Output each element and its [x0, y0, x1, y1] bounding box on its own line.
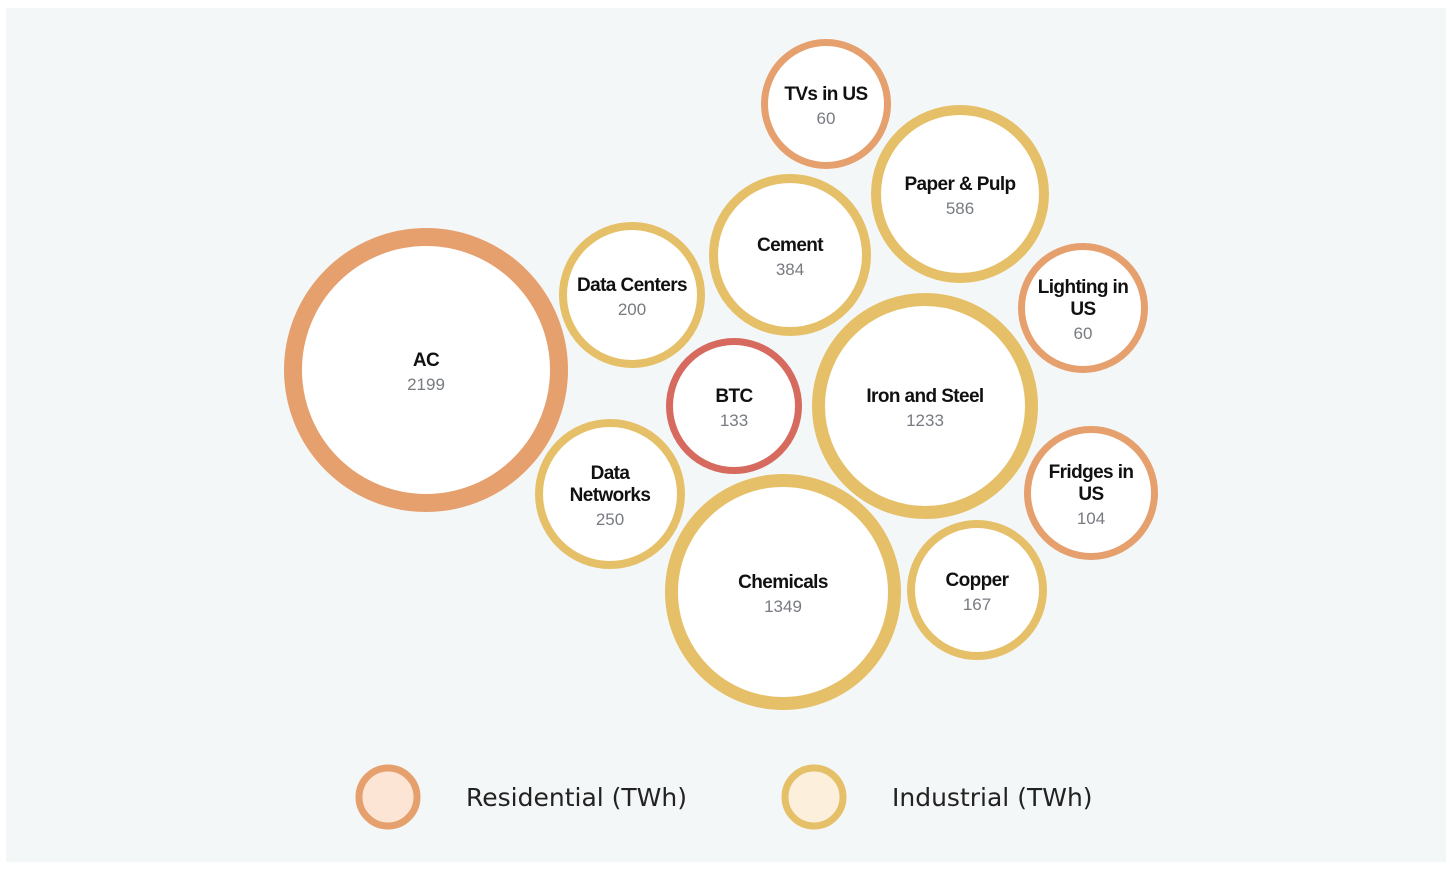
bubble-circle	[812, 293, 1038, 519]
legend-swatch	[781, 764, 847, 830]
bubble-circle	[871, 105, 1049, 283]
bubble-tvs-in-us: TVs in US 60	[761, 39, 891, 169]
bubble-circle	[535, 419, 685, 569]
bubble-label: Paper & Pulp	[904, 174, 1015, 195]
bubble-label: Fridges in	[1049, 462, 1134, 483]
legend-swatch	[355, 764, 421, 830]
bubble-copper: Copper 167	[907, 520, 1047, 660]
bubble-circle	[1018, 243, 1148, 373]
bubble-label: AC	[413, 350, 440, 371]
bubble-label: Networks	[570, 485, 651, 506]
legend-item-residential: Residential (TWh)	[355, 764, 687, 830]
bubble-label: TVs in US	[784, 84, 867, 105]
bubble-data-centers: Data Centers 200	[559, 222, 705, 368]
bubble-value: 2199	[407, 375, 445, 394]
bubble-circle	[907, 520, 1047, 660]
bubble-circle	[761, 39, 891, 169]
bubble-label: BTC	[715, 386, 753, 407]
bubble-circle	[559, 222, 705, 368]
bubble-iron-and-steel: Iron and Steel 1233	[812, 293, 1038, 519]
bubble-value: 200	[618, 300, 646, 319]
bubble-label: Lighting in	[1038, 277, 1128, 298]
bubble-label: Copper	[946, 570, 1010, 591]
bubble-circle	[665, 474, 901, 710]
bubble-paper-pulp: Paper & Pulp 586	[871, 105, 1049, 283]
bubble-circle	[1024, 426, 1158, 560]
bubble-value: 586	[946, 199, 974, 218]
bubble-value: 133	[720, 411, 748, 430]
bubble-label: Chemicals	[738, 572, 828, 593]
bubble-value: 60	[817, 109, 836, 128]
bubble-value: 384	[776, 260, 804, 279]
bubble-cement: Cement 384	[709, 174, 871, 336]
bubble-value: 1349	[764, 597, 802, 616]
bubble-circle	[666, 338, 802, 474]
bubble-label: US	[1078, 484, 1103, 505]
bubble-btc: BTC 133	[666, 338, 802, 474]
bubble-chemicals: Chemicals 1349	[665, 474, 901, 710]
legend-item-industrial: Industrial (TWh)	[781, 764, 1093, 830]
legend-label: Residential (TWh)	[466, 783, 687, 812]
bubble-ac: AC 2199	[284, 228, 568, 512]
bubble-value: 250	[596, 510, 624, 529]
bubble-label: Cement	[757, 235, 824, 256]
bubble-label: Iron and Steel	[866, 386, 983, 407]
legend-label: Industrial (TWh)	[892, 783, 1093, 812]
bubble-label: US	[1070, 299, 1095, 320]
bubble-label: Data	[591, 463, 631, 484]
bubble-value: 60	[1074, 324, 1093, 343]
bubble-value: 104	[1077, 509, 1105, 528]
bubble-circle	[709, 174, 871, 336]
bubble-value: 1233	[906, 411, 944, 430]
bubble-label: Data Centers	[577, 275, 687, 296]
bubble-circle	[284, 228, 568, 512]
bubble-value: 167	[963, 595, 991, 614]
